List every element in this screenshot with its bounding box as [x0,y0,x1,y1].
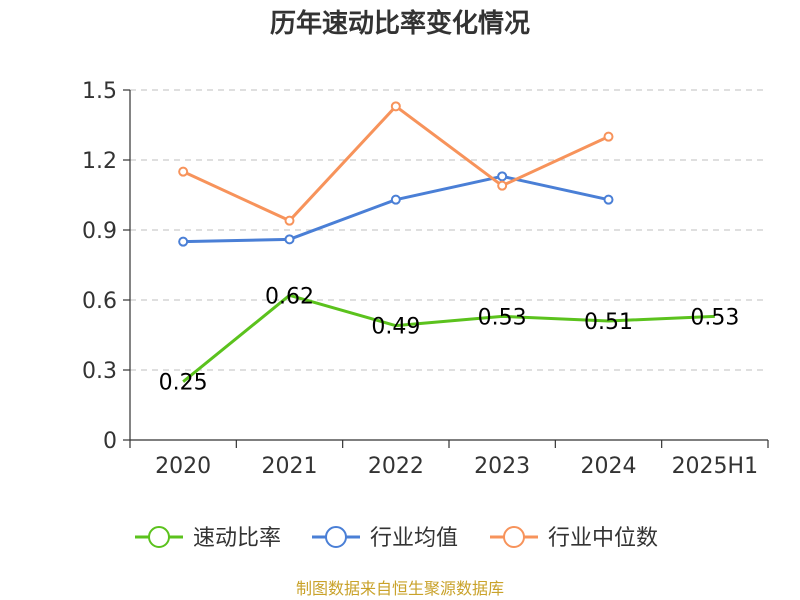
legend-item: 速动比率 [135,526,281,551]
footer-source: 制图数据来自恒生聚源数据库 [296,579,504,598]
y-tick-label: 0.9 [82,219,117,244]
x-tick-label: 2024 [581,454,637,479]
legend-item: 行业中位数 [490,526,658,551]
x-tick-label: 2023 [474,454,530,479]
legend: 速动比率 行业均值 行业中位数 [135,526,658,551]
legend-marker-icon [148,526,170,548]
data-label: 0.53 [478,305,527,330]
legend-label: 行业中位数 [548,526,658,551]
data-label: 0.51 [584,310,633,335]
data-point [497,180,508,191]
data-point [390,194,401,205]
legend-label: 速动比率 [193,526,281,551]
y-tick-label: 1.5 [82,79,117,104]
data-point [497,171,508,182]
axes: 0 0.3 0.6 0.9 1.2 1.5 2020 2021 2022 2023 2024 2025… [82,79,769,479]
data-point [178,166,189,177]
grid-lines [130,89,768,371]
data-point [603,131,614,142]
data-labels: 0.25 0.62 0.49 0.53 0.51 0.53 [159,284,740,395]
data-point [603,194,614,205]
legend-marker-icon [325,526,347,548]
chart-title: 历年速动比率变化情况 [270,8,530,39]
data-point [284,215,295,226]
data-point [178,236,189,247]
x-tick-label: 2025H1 [672,454,759,479]
data-label: 0.62 [265,284,314,309]
data-label: 0.49 [371,315,420,340]
legend-label: 行业均值 [370,526,458,551]
y-tick-label: 0.3 [82,359,117,384]
legend-marker-icon [503,526,525,548]
x-tick-label: 2020 [155,454,211,479]
data-label: 0.53 [690,305,739,330]
series-line-1 [183,174,609,244]
data-point [284,234,295,245]
x-tick-label: 2021 [262,454,318,479]
y-tick-label: 0.6 [82,289,117,314]
data-point [390,101,401,112]
series-lines [178,101,715,383]
x-tick-label: 2022 [368,454,424,479]
y-tick-label: 0 [103,429,117,454]
legend-item: 行业均值 [312,526,458,551]
series-line-0 [182,293,715,383]
data-label: 0.25 [159,371,208,396]
y-tick-label: 1.2 [82,149,117,174]
